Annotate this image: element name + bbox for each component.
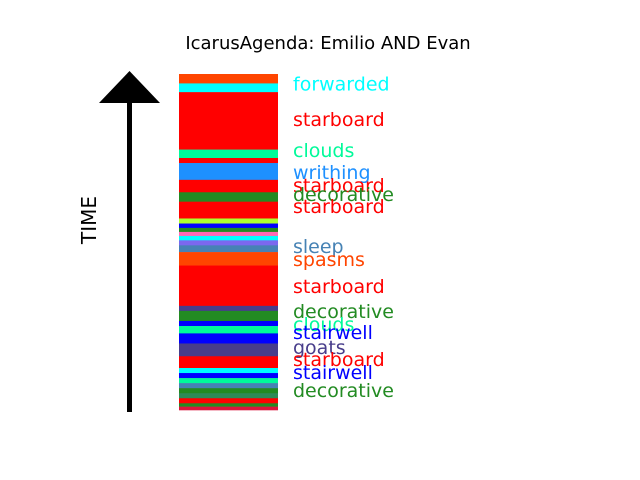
word-label: decorative (293, 380, 394, 402)
bar-segment (179, 74, 278, 84)
bar-segment (179, 192, 278, 202)
bar-segment (179, 245, 278, 253)
bar-segment (179, 158, 278, 164)
time-axis: TIME (77, 71, 160, 412)
bar-segment (179, 388, 278, 394)
word-label: decorative (293, 301, 394, 323)
time-axis-shaft (127, 100, 132, 412)
bar-segment (179, 398, 278, 404)
bar-segment (179, 240, 278, 246)
bar-segment (179, 310, 278, 322)
chart-title: IcarusAgenda: Emilio AND Evan (185, 33, 470, 54)
bar-segment (179, 179, 278, 193)
bar-segment (179, 383, 278, 389)
bar-segment (179, 368, 278, 374)
word-label: writhing (293, 162, 371, 184)
bar-segment (179, 343, 278, 357)
bar-segment (179, 201, 278, 219)
bar-segment (179, 83, 278, 93)
bar-segment (179, 333, 278, 344)
bar-segment (179, 356, 278, 369)
bar-segment (179, 378, 278, 384)
bar-segment (179, 373, 278, 379)
word-label: sleep (293, 236, 344, 258)
bar-segment (179, 393, 278, 399)
word-label: goats (293, 337, 346, 359)
word-label: starboard (293, 276, 385, 298)
bar-segment (179, 92, 278, 150)
bar-segment (179, 320, 278, 327)
bar-segment (179, 218, 278, 224)
time-axis-label: TIME (77, 196, 101, 245)
bar-segment (179, 305, 278, 312)
word-label: forwarded (293, 73, 390, 95)
word-label: starboard (293, 196, 385, 218)
word-label: spasms (293, 249, 365, 271)
bar-segment (179, 403, 278, 407)
bar-segment (179, 163, 278, 181)
bar-segment (179, 252, 278, 266)
bar-segment (179, 223, 278, 229)
word-label: stairwell (293, 322, 373, 344)
bar-segment (179, 326, 278, 334)
word-labels: forwardedstarboardcloudswrithingstarboar… (293, 73, 394, 401)
word-label: starboard (293, 349, 385, 371)
bar-segment (179, 265, 278, 307)
word-label: stairwell (293, 362, 373, 384)
word-label: decorative (293, 184, 394, 206)
word-label: clouds (293, 314, 354, 336)
word-label: clouds (293, 140, 354, 162)
word-label: starboard (293, 109, 385, 131)
bar-segment (179, 227, 278, 233)
bar-segment (179, 235, 278, 241)
time-axis-arrowhead (99, 71, 160, 103)
word-label: starboard (293, 175, 385, 197)
timeline-bar (179, 74, 278, 411)
bar-segment (179, 231, 278, 237)
bar-segment (179, 406, 278, 411)
bar-segment (179, 149, 278, 159)
